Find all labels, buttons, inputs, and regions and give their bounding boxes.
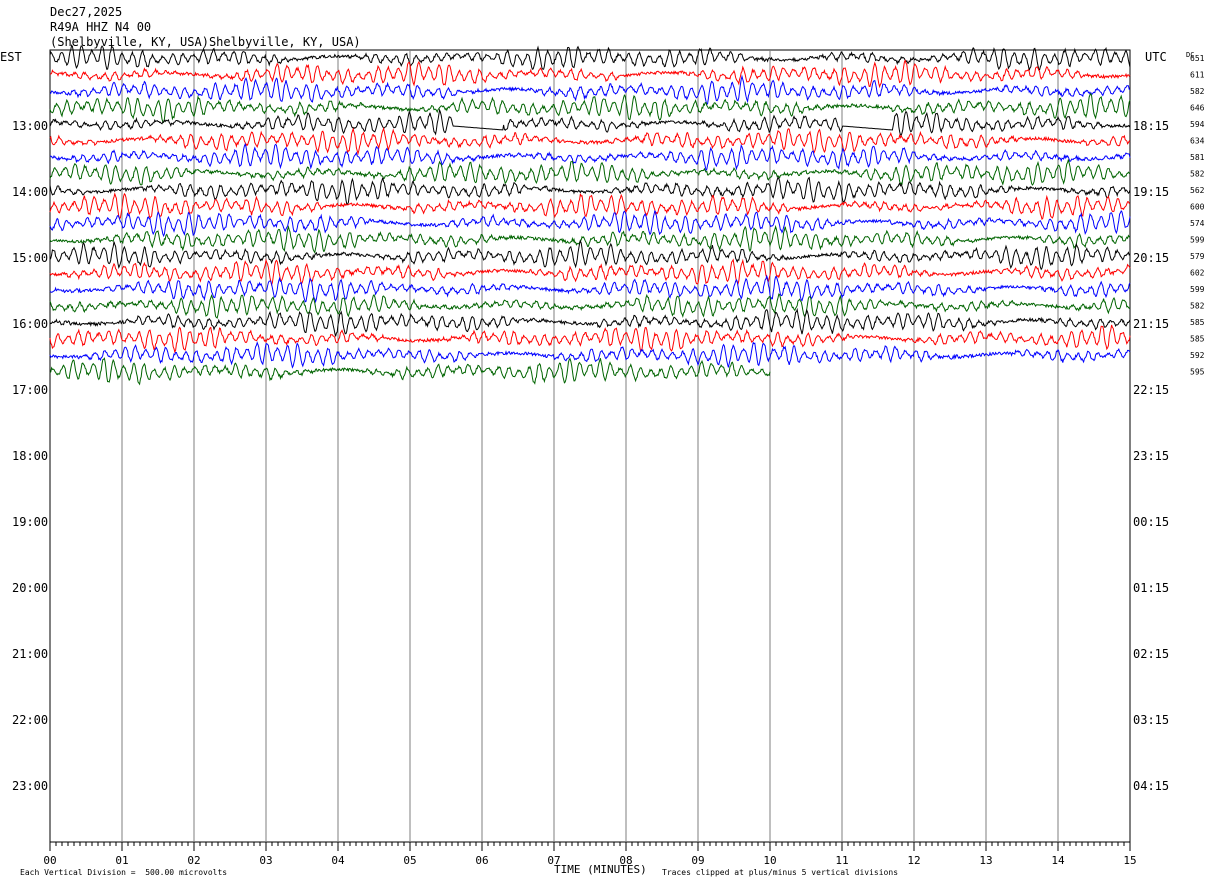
x-tick-label: 13 [979, 854, 992, 867]
x-tick-label: 11 [835, 854, 848, 867]
x-tick-label: 00 [43, 854, 56, 867]
dc-offset-label: 582 [1190, 170, 1205, 179]
scale-note: Each Vertical Division = 500.00 microvol… [20, 868, 227, 877]
left-axis-label: EST [0, 50, 22, 64]
dc-offset-label: 611 [1190, 71, 1205, 80]
right-hour-label: 02:15 [1133, 647, 1169, 661]
x-axis-title: TIME (MINUTES) [554, 863, 647, 876]
dc-offset-label: 579 [1190, 252, 1205, 261]
dc-offset-label: 651 [1190, 54, 1205, 63]
x-tick-label: 03 [259, 854, 272, 867]
x-tick-label: 08 [619, 854, 632, 867]
seismic-trace [49, 293, 1131, 319]
seismic-trace [49, 274, 1131, 304]
x-tick-label: 02 [187, 854, 200, 867]
seismic-trace [49, 209, 1131, 238]
right-hour-label: 18:15 [1133, 119, 1169, 133]
clip-note: Traces clipped at plus/minus 5 vertical … [662, 868, 898, 877]
x-tick-label: 05 [403, 854, 416, 867]
left-hour-label: 14:00 [12, 185, 48, 199]
dc-offset-label: 581 [1190, 153, 1205, 162]
dc-offset-label: 585 [1190, 335, 1205, 344]
hour-labels: 13:00 18:15 14:00 19:15 15:00 20:15 16:00 21:15… [12, 119, 1169, 793]
seismic-trace [49, 176, 1131, 205]
right-hour-label: 20:15 [1133, 251, 1169, 265]
seismic-trace [49, 59, 1131, 89]
dc-offset-label: 574 [1190, 219, 1205, 228]
dc-offset-label: 600 [1190, 203, 1205, 212]
dc-offset-label: 585 [1190, 318, 1205, 327]
x-tick-label: 12 [907, 854, 920, 867]
chart-date-title: Dec27,2025 [50, 5, 122, 19]
dc-offset-label: 594 [1190, 120, 1205, 129]
dc-offset-label: 646 [1190, 104, 1205, 113]
x-tick-label: 10 [763, 854, 776, 867]
left-hour-label: 15:00 [12, 251, 48, 265]
x-tick-label: 15 [1123, 854, 1136, 867]
x-tick-label: 07 [547, 854, 560, 867]
right-hour-label: 01:15 [1133, 581, 1169, 595]
seismic-traces [49, 44, 1131, 386]
seismic-trace [49, 239, 1131, 271]
right-hour-label: 03:15 [1133, 713, 1169, 727]
seismic-trace [49, 92, 1131, 124]
left-hour-label: 18:00 [12, 449, 48, 463]
dc-offset-label: 602 [1190, 269, 1205, 278]
dc-header: DC [1186, 51, 1194, 59]
dc-offset-label: 562 [1190, 186, 1205, 195]
left-hour-label: 16:00 [12, 317, 48, 331]
seismic-trace [49, 307, 1131, 337]
left-hour-label: 17:00 [12, 383, 48, 397]
seismic-trace [49, 74, 1130, 106]
seismic-trace [49, 341, 1131, 369]
seismic-trace [49, 192, 1131, 221]
left-hour-label: 19:00 [12, 515, 48, 529]
right-hour-label: 22:15 [1133, 383, 1169, 397]
seismic-trace [49, 126, 1131, 156]
seismic-trace [49, 224, 1131, 254]
seismic-trace [49, 108, 1131, 137]
location-label: (Shelbyville, KY, USA)Shelbyville, KY, U… [50, 35, 361, 49]
x-tick-label: 04 [331, 854, 345, 867]
right-hour-label: 00:15 [1133, 515, 1169, 529]
dc-offset-label: 599 [1190, 236, 1205, 245]
left-hour-label: 20:00 [12, 581, 48, 595]
dc-offset-labels: 651 611 582 646 594 634 581 582 562 600 574 599 579 6… [1190, 54, 1205, 377]
right-hour-label: 19:15 [1133, 185, 1169, 199]
left-hour-label: 23:00 [12, 779, 48, 793]
dc-offset-label: 634 [1190, 137, 1205, 146]
dc-offset-label: 582 [1190, 87, 1205, 96]
right-hour-label: 04:15 [1133, 779, 1169, 793]
x-tick-label: 14 [1051, 854, 1065, 867]
dc-offset-label: 599 [1190, 285, 1205, 294]
dc-offset-label: 595 [1190, 368, 1205, 377]
right-axis-label: UTC [1145, 50, 1167, 64]
seismic-trace [49, 324, 1131, 354]
x-tick-label: 06 [475, 854, 488, 867]
x-tick-label: 09 [691, 854, 704, 867]
right-hour-label: 21:15 [1133, 317, 1169, 331]
left-hour-label: 22:00 [12, 713, 48, 727]
seismic-trace [49, 142, 1131, 172]
x-tick-label: 01 [115, 854, 128, 867]
station-label: R49A HHZ N4 00 [50, 20, 151, 34]
left-hour-label: 13:00 [12, 119, 48, 133]
seismic-trace [49, 357, 771, 386]
seismic-trace [49, 159, 1131, 186]
left-hour-label: 21:00 [12, 647, 48, 661]
seismic-trace [49, 258, 1131, 287]
plot-frame [49, 49, 1131, 843]
dc-offset-label: 592 [1190, 351, 1205, 360]
seismic-trace [49, 44, 1131, 71]
vertical-gridlines [121, 50, 1059, 842]
dc-offset-label: 582 [1190, 302, 1205, 311]
right-hour-label: 23:15 [1133, 449, 1169, 463]
time-axis: 00 01 02 03 04 05 06 07 08 09 10 11 12 13 14 15 [43, 842, 1137, 867]
